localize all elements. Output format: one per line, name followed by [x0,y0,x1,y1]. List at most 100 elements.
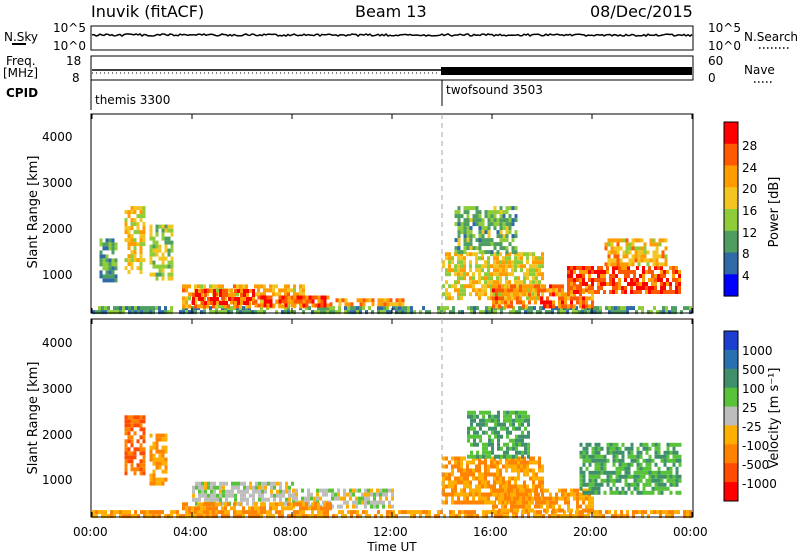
heatmap-cell [482,450,485,455]
heatmap-cell [628,246,632,251]
heatmap-cell [295,496,298,501]
heatmap-cell [245,310,248,315]
heatmap-cell [469,292,472,297]
power-ytick-3000: 3000 [42,176,73,190]
heatmap-cell [575,306,578,311]
heatmap-cell [654,286,657,290]
heatmap-cell [137,514,140,519]
heatmap-cell [498,284,501,289]
heatmap-cell [469,480,472,485]
colorbar-segment [724,387,738,408]
heatmap-cell [663,482,667,487]
heatmap-cell [618,490,622,495]
heatmap-cell [227,514,230,519]
heatmap-cell [532,484,535,489]
heatmap-cell [509,438,512,443]
heatmap-cell [499,206,503,211]
heatmap-cell [133,467,137,472]
heatmap-cell [625,246,629,251]
heatmap-cell [484,284,487,289]
heatmap-cell [164,477,168,482]
heatmap-cell [255,485,258,490]
heatmap-cell [636,450,640,455]
heatmap-cell [234,497,237,502]
heatmap-cell [504,508,507,513]
heatmap-cell [535,296,538,301]
heatmap-cell [496,480,499,485]
heatmap-cell [612,270,615,274]
heatmap-cell [509,310,512,315]
heatmap-cell [246,297,249,301]
heatmap-cell [331,504,334,509]
heatmap-cell [490,464,493,469]
heatmap-cell [567,282,570,286]
heatmap-cell [579,466,583,471]
heatmap-cell [495,296,498,301]
heatmap-cell [628,242,632,247]
heatmap-cell [490,296,493,301]
velocity-colorbar-frame [723,330,739,502]
heatmap-cell [496,476,499,481]
heatmap-cell [95,510,98,515]
heatmap-cell [554,514,557,519]
heatmap-cell [642,266,645,270]
heatmap-cell [669,286,672,290]
velocity-ytick-4000: 4000 [42,336,73,350]
heatmap-cell [278,502,281,507]
heatmap-cell [139,451,143,456]
heatmap-cell [293,514,296,519]
heatmap-cell [617,514,620,519]
heatmap-cell [263,310,266,315]
heatmap-cell [454,280,457,285]
heatmap-cell [499,276,502,281]
heatmap-cell [606,470,610,475]
heatmap-cell [494,310,497,315]
heatmap-cell [139,443,143,448]
heatmap-cell [299,299,303,304]
heatmap-cell [481,264,484,269]
heatmap-cell [663,286,666,290]
heatmap-cell [613,250,617,255]
heatmap-cell [467,430,470,435]
heatmap-cell [470,422,473,427]
heatmap-cell [499,280,502,285]
heatmap-cell [353,310,356,315]
heatmap-cell [200,506,203,511]
heatmap-cell [221,514,224,519]
heatmap-cell [666,466,670,471]
heatmap-cell [650,510,653,515]
heatmap-cell [531,284,534,289]
cpid-mode-twofsound: twofsound 3503 [446,83,543,97]
heatmap-cell [570,296,573,301]
heatmap-cell [615,274,618,278]
heatmap-cell [460,488,463,493]
heatmap-cell [454,250,458,255]
heatmap-cell [305,303,309,308]
heatmap-cell [655,246,659,251]
heatmap-cell [549,284,552,289]
heatmap-cell [651,442,655,447]
heatmap-cell [497,454,500,459]
heatmap-cell [284,303,288,308]
heatmap-cell [672,462,676,467]
heatmap-cell [293,310,296,315]
heatmap-cell [638,510,641,515]
heatmap-cell [206,502,209,507]
heatmap-cell [490,276,493,281]
heatmap-cell [521,450,524,455]
heatmap-cell [499,484,502,489]
heatmap-cell [466,230,470,235]
heatmap-cell [219,481,222,486]
heatmap-cell [380,302,384,307]
heatmap-cell [281,288,284,293]
heatmap-cell [527,442,530,447]
heatmap-cell [127,455,131,460]
heatmap-cell [133,419,137,424]
colorbar-segment [724,187,738,210]
heatmap-cell [505,464,508,469]
heatmap-cell [152,473,156,478]
heatmap-cell [490,218,494,223]
heatmap-cell [127,451,131,456]
heatmap-cell [207,497,210,502]
heatmap-cell [478,484,481,489]
